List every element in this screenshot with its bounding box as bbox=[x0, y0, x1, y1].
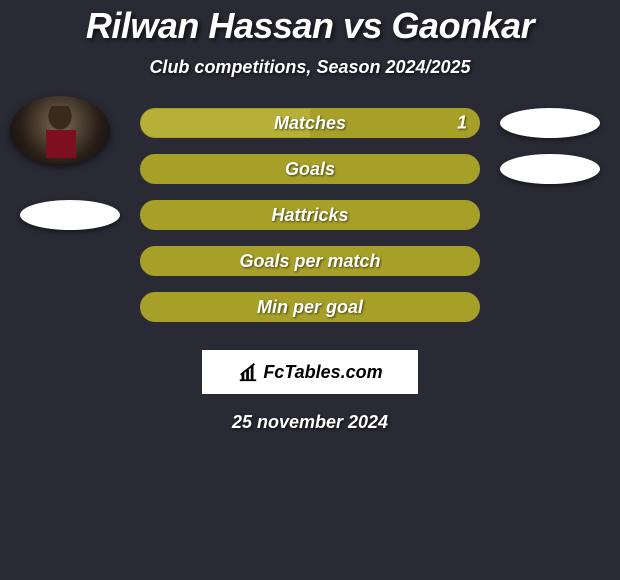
stat-bar: Goals bbox=[140, 154, 480, 184]
comparison-card: Rilwan Hassan vs Gaonkar Club competitio… bbox=[0, 0, 620, 433]
stats-area: Matches 1 Goals Hattricks Goals per match Min… bbox=[0, 108, 620, 338]
stat-bar: Min per goal bbox=[140, 292, 480, 322]
stat-bar: Hattricks bbox=[140, 200, 480, 230]
stat-label: Hattricks bbox=[271, 205, 348, 226]
title-text: Rilwan Hassan vs Gaonkar bbox=[86, 5, 534, 46]
stat-label: Goals bbox=[285, 159, 335, 180]
stat-bar-wrap: Min per goal bbox=[140, 292, 480, 322]
date-line: 25 november 2024 bbox=[0, 412, 620, 433]
stat-row: Goals per match bbox=[0, 246, 620, 292]
brand-text: FcTables.com bbox=[263, 362, 382, 383]
stat-bar-wrap: Hattricks bbox=[140, 200, 480, 230]
player2-name: Gaonkar bbox=[392, 5, 535, 46]
page-title: Rilwan Hassan vs Gaonkar bbox=[0, 5, 620, 47]
stat-bar-wrap: Matches 1 bbox=[140, 108, 480, 138]
stat-bar: Matches 1 bbox=[140, 108, 480, 138]
stat-value-right: 1 bbox=[457, 113, 467, 134]
right-value-pill bbox=[500, 154, 600, 184]
right-value-pill bbox=[500, 108, 600, 138]
bar-chart-icon bbox=[237, 361, 259, 383]
stat-row: Hattricks bbox=[0, 200, 620, 246]
brand-inner: FcTables.com bbox=[237, 361, 382, 383]
stat-row: Matches 1 bbox=[0, 108, 620, 154]
stat-bar-wrap: Goals per match bbox=[140, 246, 480, 276]
player1-name: Rilwan Hassan bbox=[86, 5, 334, 46]
stat-row: Min per goal bbox=[0, 292, 620, 338]
stat-label: Goals per match bbox=[239, 251, 380, 272]
title-vs: vs bbox=[343, 5, 382, 46]
stat-label: Min per goal bbox=[257, 297, 363, 318]
subtitle: Club competitions, Season 2024/2025 bbox=[0, 57, 620, 78]
brand-box[interactable]: FcTables.com bbox=[202, 350, 418, 394]
stat-row: Goals bbox=[0, 154, 620, 200]
stat-bar-wrap: Goals bbox=[140, 154, 480, 184]
stat-bar: Goals per match bbox=[140, 246, 480, 276]
stat-label: Matches bbox=[274, 113, 346, 134]
left-value-pill bbox=[20, 200, 120, 230]
